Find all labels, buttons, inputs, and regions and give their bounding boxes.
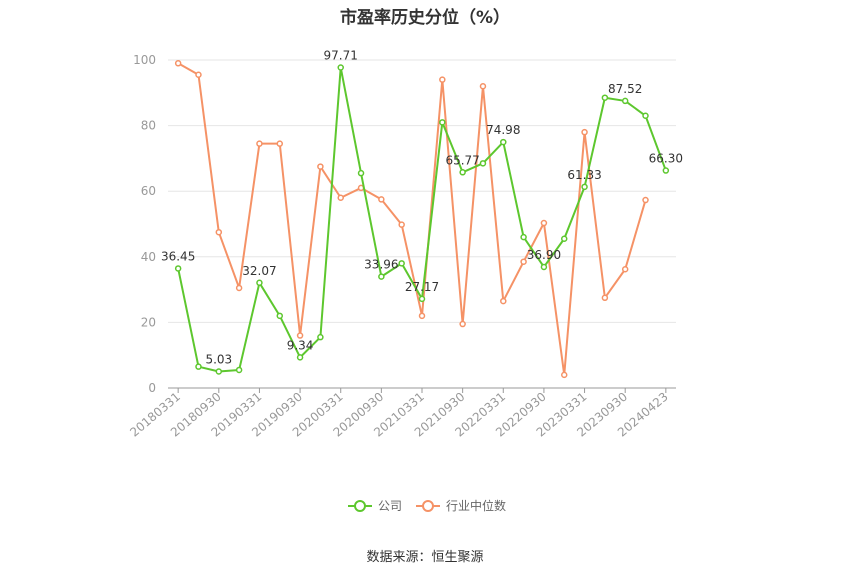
- company-point[interactable]: [174, 265, 182, 272]
- industry-median-point[interactable]: [378, 196, 385, 203]
- data-label: 87.52: [608, 82, 642, 96]
- legend-label: 公司: [378, 499, 402, 513]
- company-point[interactable]: [581, 183, 588, 191]
- industry-median-point[interactable]: [601, 294, 609, 302]
- company-point[interactable]: [276, 312, 284, 320]
- company-point[interactable]: [560, 235, 568, 243]
- industry-median-point[interactable]: [439, 76, 446, 83]
- industry-median-point[interactable]: [276, 140, 284, 147]
- industry-median-point[interactable]: [317, 163, 324, 170]
- data-label: 32.07: [242, 264, 276, 278]
- industry-median-point[interactable]: [418, 312, 426, 320]
- legend-marker-icon: [354, 500, 366, 512]
- company-point[interactable]: [337, 64, 344, 71]
- industry-median-point[interactable]: [500, 297, 507, 305]
- y-tick-label: 100: [133, 53, 156, 67]
- industry-median-point[interactable]: [621, 266, 629, 273]
- data-label: 97.71: [324, 49, 358, 63]
- industry-median-point[interactable]: [174, 60, 182, 67]
- company-point[interactable]: [256, 279, 263, 287]
- legend: 公司 行业中位数: [348, 498, 506, 513]
- company-point[interactable]: [500, 138, 507, 146]
- company-point[interactable]: [398, 260, 405, 267]
- industry-median-point[interactable]: [235, 284, 243, 292]
- industry-median-point[interactable]: [540, 219, 548, 227]
- data-label: 61.33: [567, 168, 601, 182]
- industry-median-point[interactable]: [215, 228, 223, 236]
- y-tick-label: 60: [141, 184, 156, 198]
- industry-median-line: [177, 62, 647, 376]
- legend-marker-icon: [422, 500, 434, 512]
- company-point[interactable]: [296, 354, 304, 361]
- company-point[interactable]: [621, 97, 629, 105]
- data-label: 66.30: [649, 152, 683, 166]
- data-source: 数据来源：恒生聚源: [366, 550, 484, 565]
- legend-item-company[interactable]: 公司: [348, 499, 402, 513]
- industry-median-point[interactable]: [459, 320, 466, 328]
- data-labels: 36.45 5.03 32.07 9.34 97.71 33.96 27.17 65.77 74…: [161, 49, 683, 367]
- industry-median-point[interactable]: [581, 128, 588, 136]
- chart-title: 市盈率历史分位（%）: [339, 8, 511, 28]
- y-tick-label: 40: [141, 250, 156, 264]
- data-label: 74.98: [486, 123, 520, 137]
- series-lines: [174, 60, 670, 379]
- company-point[interactable]: [357, 169, 365, 177]
- data-label: 65.77: [445, 153, 479, 167]
- company-point[interactable]: [378, 273, 385, 280]
- axes: 0204060801002018033120180930201903312019…: [127, 53, 676, 440]
- company-point[interactable]: [459, 169, 466, 176]
- company-point[interactable]: [439, 119, 446, 126]
- company-point[interactable]: [235, 366, 243, 374]
- y-tick-label: 20: [141, 315, 156, 329]
- legend-item-industry-median[interactable]: 行业中位数: [416, 498, 506, 513]
- industry-median-point[interactable]: [479, 82, 487, 90]
- company-point[interactable]: [317, 333, 324, 341]
- data-label: 33.96: [364, 258, 398, 272]
- data-label: 36.45: [161, 249, 195, 263]
- company-point[interactable]: [662, 167, 670, 174]
- company-point[interactable]: [642, 112, 649, 120]
- company-point[interactable]: [215, 368, 223, 375]
- industry-median-point[interactable]: [195, 71, 202, 79]
- data-label: 27.17: [405, 280, 439, 294]
- data-label: 5.03: [205, 353, 232, 367]
- industry-median-point[interactable]: [520, 258, 527, 265]
- data-label: 9.34: [287, 338, 314, 352]
- company-point[interactable]: [540, 263, 548, 271]
- company-point[interactable]: [479, 160, 487, 167]
- industry-median-point[interactable]: [560, 371, 568, 379]
- company-point[interactable]: [601, 94, 609, 101]
- industry-median-point[interactable]: [337, 194, 344, 202]
- data-label: 36.90: [527, 248, 561, 262]
- company-point[interactable]: [418, 295, 426, 303]
- industry-median-point[interactable]: [256, 140, 263, 147]
- industry-median-point[interactable]: [296, 332, 304, 339]
- company-line: [177, 66, 667, 373]
- y-tick-label: 0: [148, 381, 156, 395]
- company-point[interactable]: [195, 363, 202, 370]
- industry-median-point[interactable]: [398, 221, 405, 228]
- y-tick-label: 80: [141, 119, 156, 133]
- industry-median-point[interactable]: [642, 196, 649, 204]
- company-point[interactable]: [520, 233, 527, 241]
- legend-label: 行业中位数: [446, 498, 506, 513]
